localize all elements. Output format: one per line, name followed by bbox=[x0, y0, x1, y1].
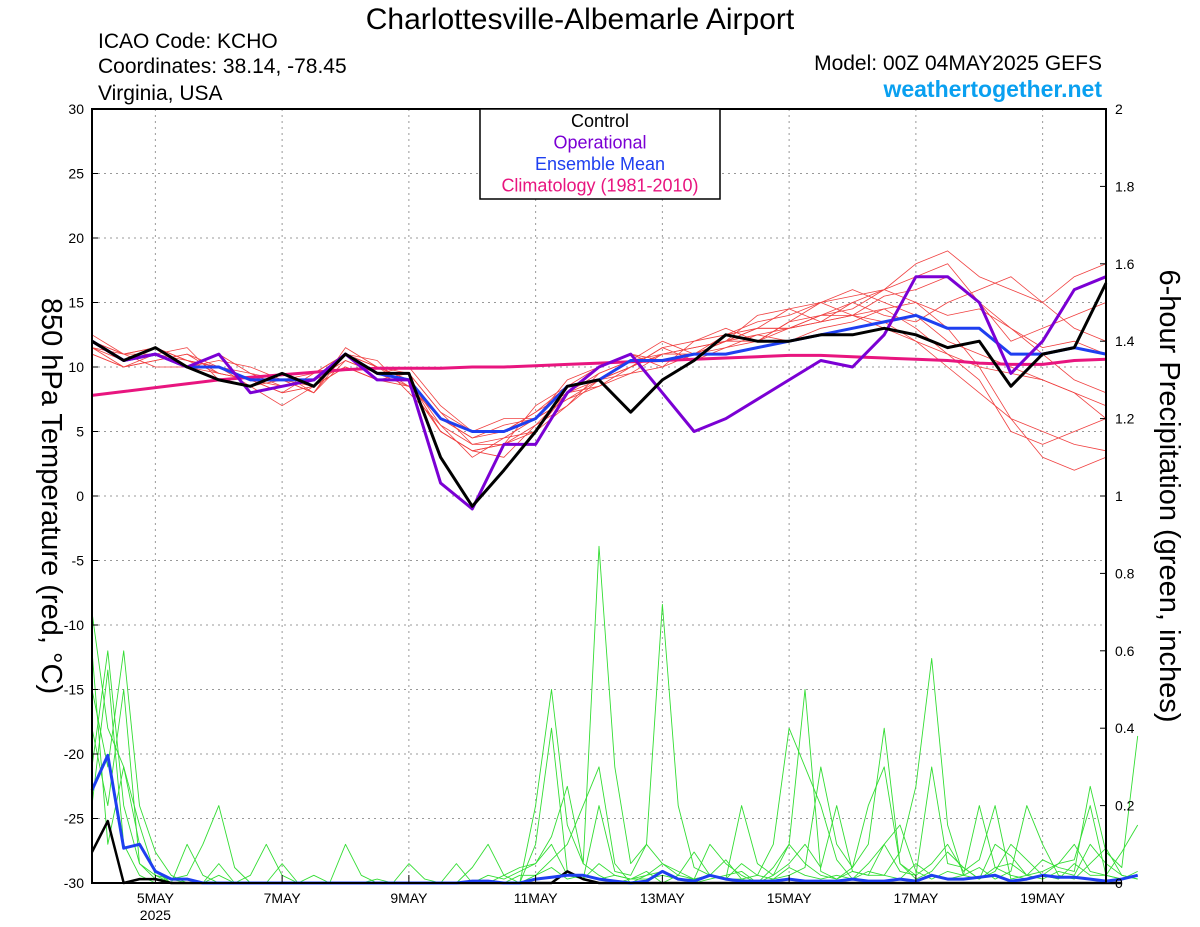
x-tick-label: 13MAY bbox=[640, 890, 686, 906]
temperature-member-line bbox=[91, 314, 1107, 452]
x-tick-label: 7MAY bbox=[264, 890, 302, 906]
site-link[interactable]: weathertogether.net bbox=[882, 76, 1102, 102]
right-tick-label: 1.2 bbox=[1115, 411, 1135, 427]
right-tick-label: 0.2 bbox=[1115, 798, 1135, 814]
model-run: Model: 00Z 04MAY2025 GEFS bbox=[814, 52, 1102, 75]
left-tick-label: -5 bbox=[72, 553, 85, 569]
temperature-control-line bbox=[91, 282, 1108, 508]
coordinates: Coordinates: 38.14, -78.45 bbox=[98, 55, 347, 78]
left-tick-label: -15 bbox=[64, 682, 84, 698]
x-tick-label: 15MAY bbox=[767, 890, 813, 906]
x-tick-sublabel: 2025 bbox=[140, 907, 171, 923]
right-tick-label: 1.6 bbox=[1115, 256, 1135, 272]
legend-box bbox=[479, 108, 721, 200]
left-tick-label: 30 bbox=[68, 101, 84, 117]
right-tick-label: 0.6 bbox=[1115, 643, 1135, 659]
legend-entry: Climatology (1981-2010) bbox=[501, 176, 698, 196]
left-tick-label: 5 bbox=[76, 424, 84, 440]
right-tick-label: 1.8 bbox=[1115, 178, 1135, 194]
left-tick-label: 20 bbox=[68, 230, 84, 246]
left-tick-label: -25 bbox=[64, 811, 84, 827]
left-tick-label: 25 bbox=[68, 166, 84, 182]
right-tick-label: 1.4 bbox=[1115, 333, 1135, 349]
region: Virginia, USA bbox=[98, 82, 223, 105]
chart-title: Charlottesville-Albemarle Airport bbox=[366, 3, 795, 36]
x-tick-label: 9MAY bbox=[390, 890, 428, 906]
right-tick-label: 2 bbox=[1115, 101, 1123, 117]
x-tick-label: 5MAY bbox=[137, 890, 175, 906]
left-tick-label: 10 bbox=[68, 359, 84, 375]
left-tick-label: 15 bbox=[68, 295, 84, 311]
x-tick-label: 11MAY bbox=[514, 890, 558, 906]
left-tick-label: 0 bbox=[76, 488, 84, 504]
right-axis-ticks: 2 1.8 1.6 1.4 1.2 1 0.8 0.6 0.4 0.2 0 bbox=[1100, 101, 1135, 891]
right-axis-title: 6-hour Precipitation (green, inches) bbox=[1153, 270, 1185, 723]
icao-code: ICAO Code: KCHO bbox=[98, 30, 278, 53]
legend-entry: Operational bbox=[553, 133, 646, 153]
x-tick-label: 17MAY bbox=[893, 890, 939, 906]
right-tick-label: 0 bbox=[1115, 875, 1123, 891]
right-tick-label: 0.8 bbox=[1115, 565, 1135, 581]
x-tick-label: 19MAY bbox=[1020, 890, 1066, 906]
left-axis-title: 850 hPa Temperature (red, °C) bbox=[35, 298, 67, 694]
left-tick-label: -30 bbox=[64, 875, 84, 891]
right-tick-label: 0.4 bbox=[1115, 720, 1135, 736]
right-tick-label: 1 bbox=[1115, 488, 1123, 504]
left-tick-label: -20 bbox=[64, 746, 84, 762]
legend-entry: Control bbox=[571, 111, 629, 131]
left-tick-label: -10 bbox=[64, 617, 84, 633]
operational-line bbox=[91, 275, 1107, 511]
legend-entry: Ensemble Mean bbox=[535, 154, 665, 174]
climatology-line bbox=[91, 353, 1107, 397]
left-axis-ticks: 30 25 20 15 10 5 0 -5 -10 -15 -20 -25 -30 bbox=[64, 101, 98, 891]
